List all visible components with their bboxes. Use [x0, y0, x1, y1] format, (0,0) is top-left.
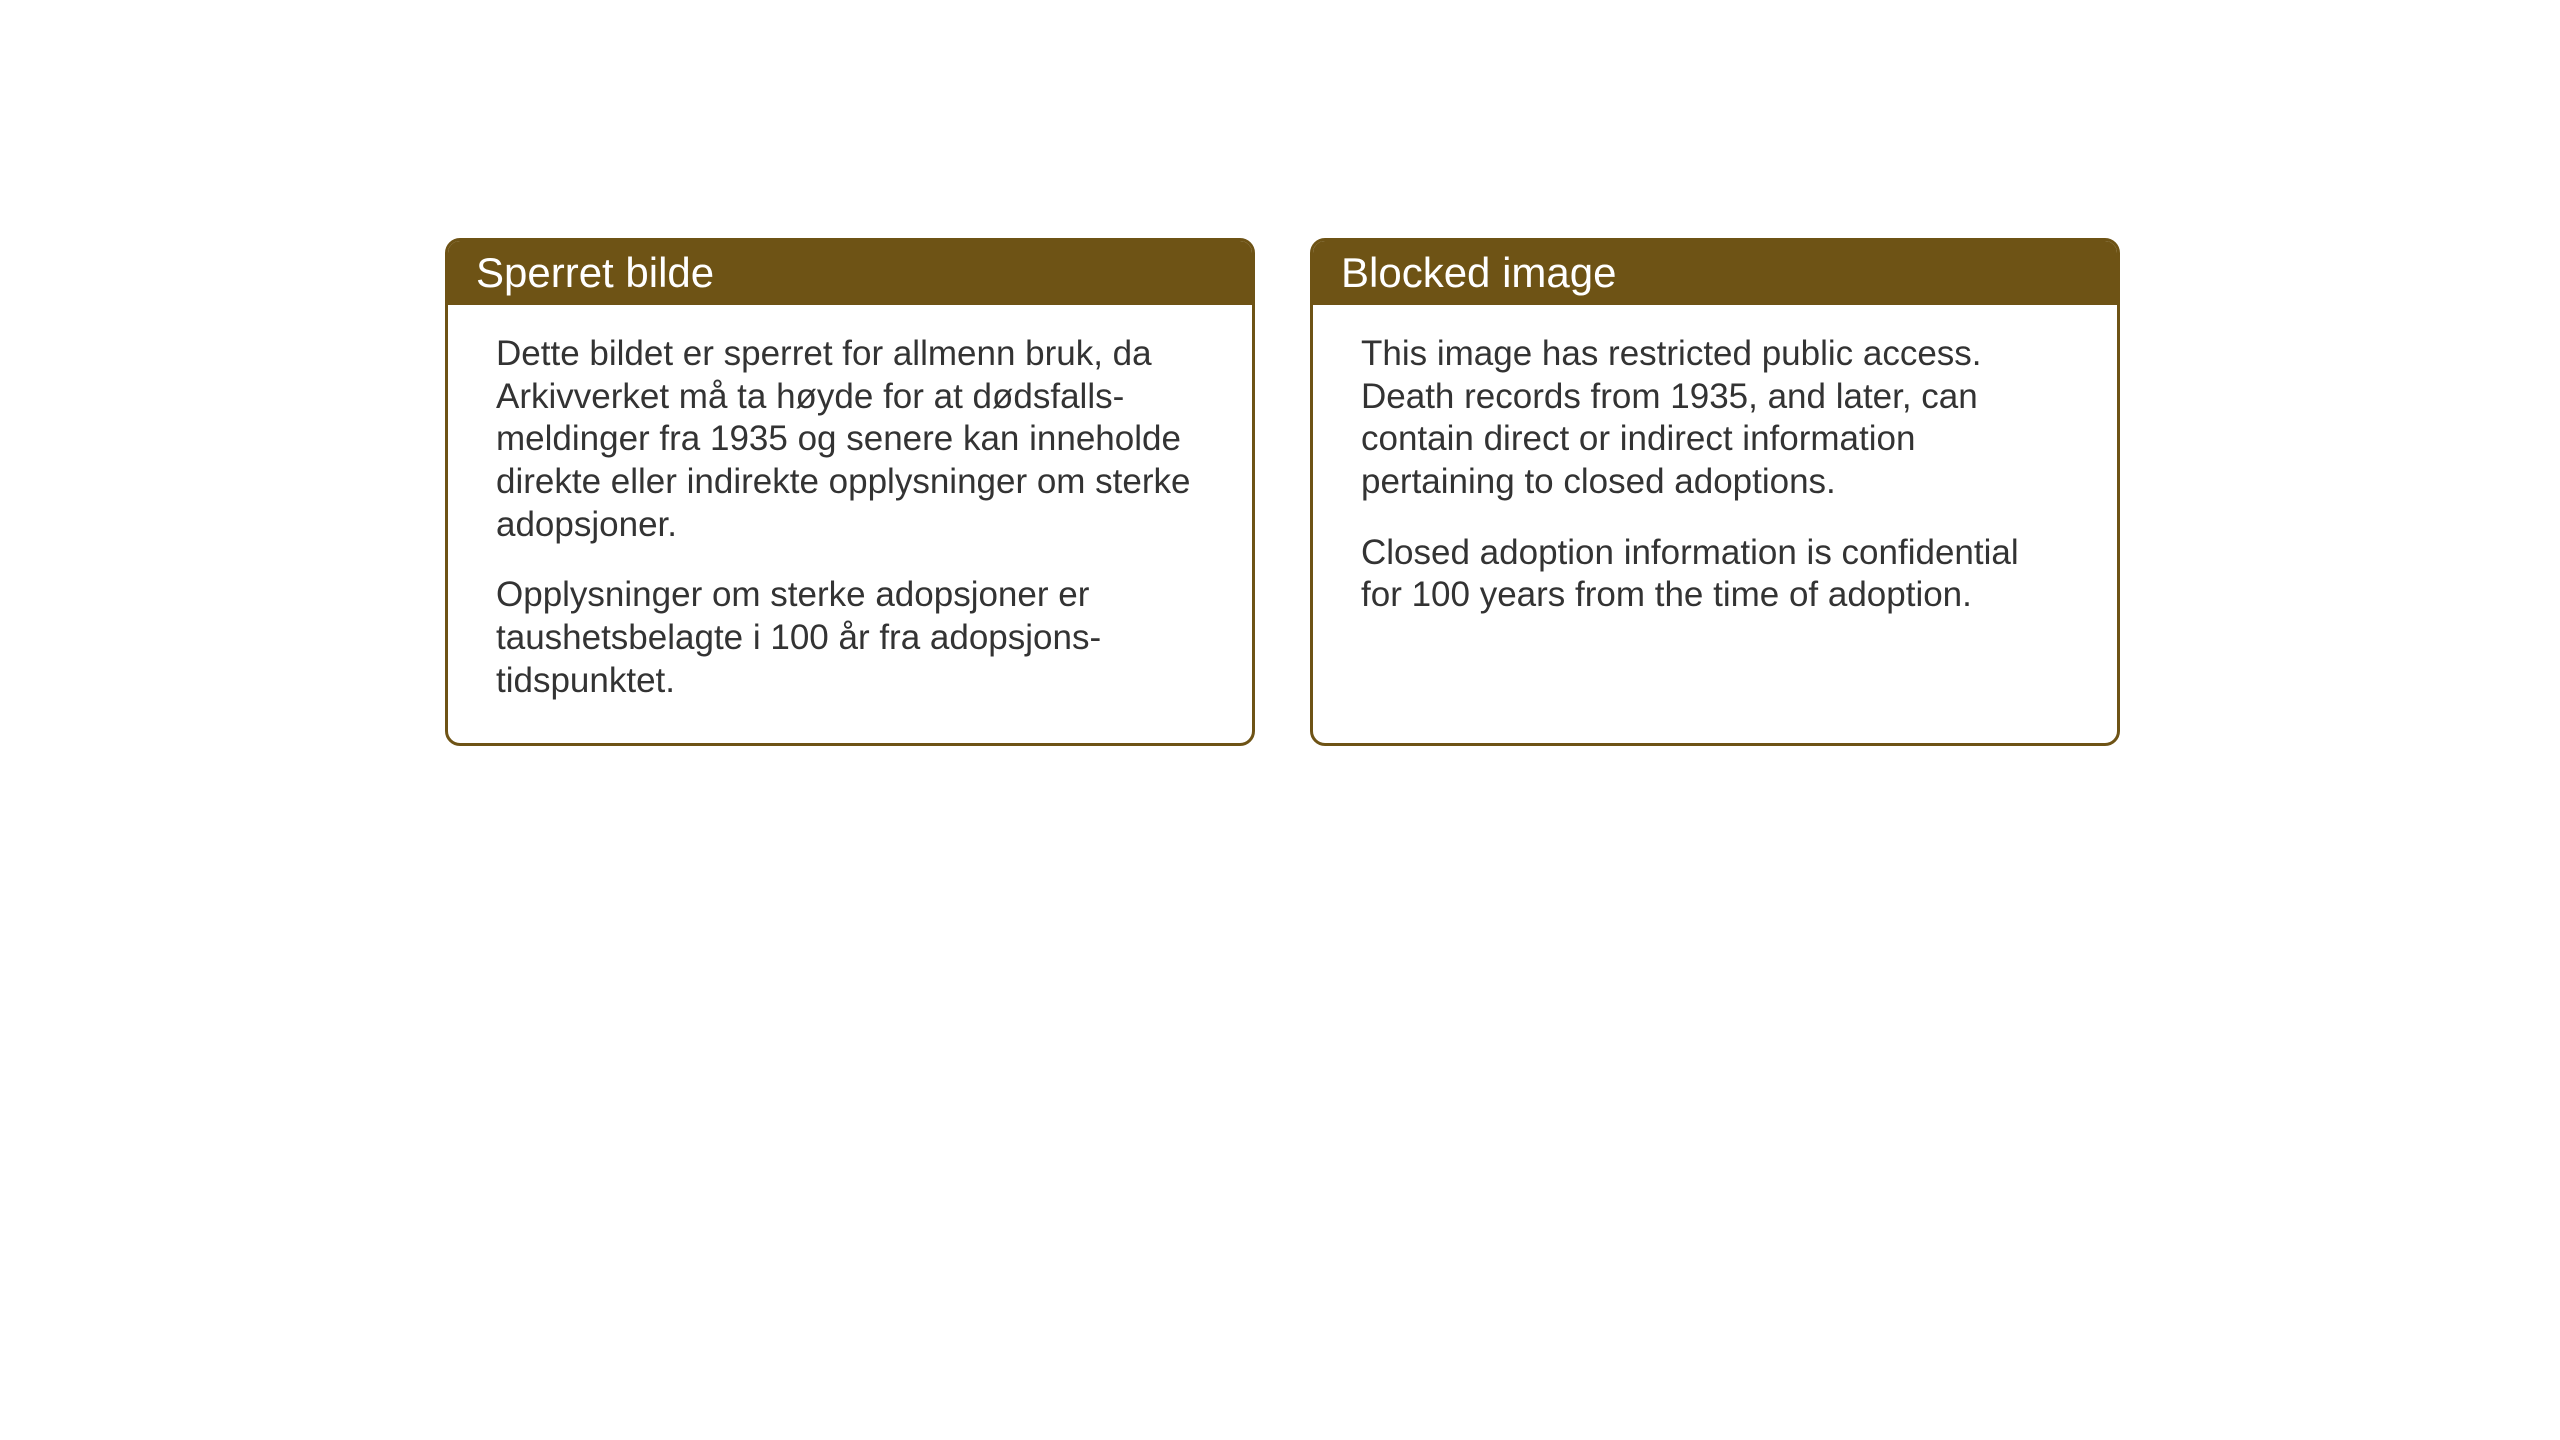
norwegian-notice-card: Sperret bilde Dette bildet er sperret fo… — [445, 238, 1255, 746]
english-card-body: This image has restricted public access.… — [1313, 305, 2117, 657]
norwegian-paragraph-2: Opplysninger om sterke adopsjoner er tau… — [496, 574, 1204, 702]
english-paragraph-1: This image has restricted public access.… — [1361, 333, 2069, 504]
english-card-title: Blocked image — [1313, 241, 2117, 305]
notice-container: Sperret bilde Dette bildet er sperret fo… — [445, 238, 2120, 746]
english-paragraph-2: Closed adoption information is confident… — [1361, 532, 2069, 617]
norwegian-paragraph-1: Dette bildet er sperret for allmenn bruk… — [496, 333, 1204, 546]
norwegian-card-title: Sperret bilde — [448, 241, 1252, 305]
english-notice-card: Blocked image This image has restricted … — [1310, 238, 2120, 746]
norwegian-card-body: Dette bildet er sperret for allmenn bruk… — [448, 305, 1252, 743]
